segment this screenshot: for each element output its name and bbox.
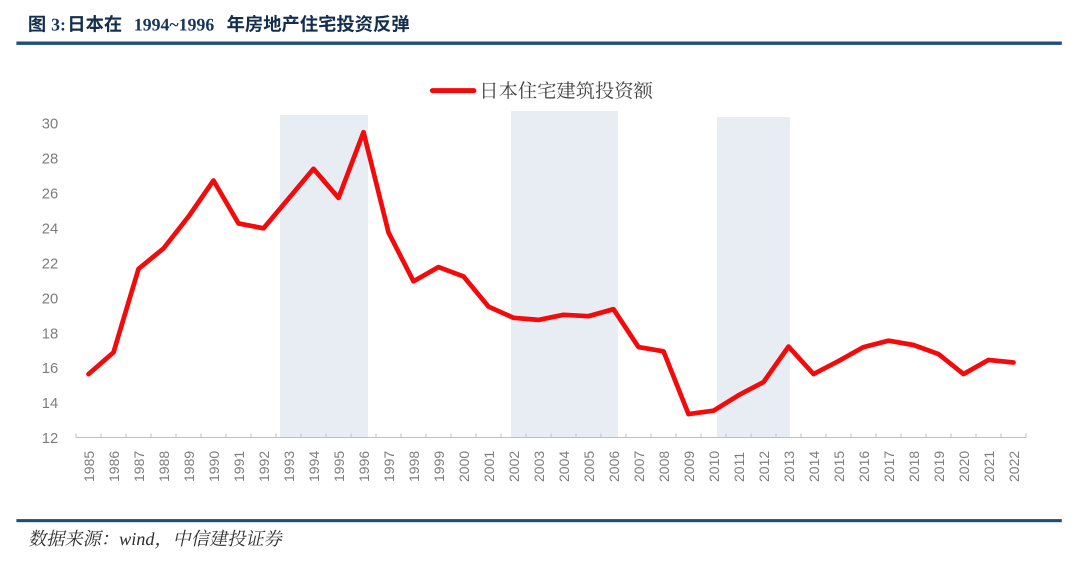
- svg-text:28: 28: [42, 152, 58, 168]
- svg-text:1992: 1992: [256, 451, 272, 482]
- svg-text:2002: 2002: [506, 451, 522, 482]
- svg-text:14: 14: [42, 396, 58, 412]
- svg-text:1987: 1987: [131, 451, 147, 482]
- svg-text:12: 12: [42, 431, 58, 447]
- svg-text:2013: 2013: [781, 451, 797, 482]
- svg-text:1996: 1996: [356, 451, 372, 482]
- svg-text:1988: 1988: [156, 451, 172, 482]
- svg-text:26: 26: [42, 187, 58, 203]
- svg-text:2005: 2005: [581, 451, 597, 482]
- svg-text:20: 20: [42, 291, 58, 307]
- svg-text:2008: 2008: [656, 451, 672, 482]
- svg-text:2018: 2018: [906, 451, 922, 482]
- svg-text:1989: 1989: [181, 451, 197, 482]
- svg-text:1985: 1985: [81, 451, 97, 482]
- svg-text:2014: 2014: [806, 451, 822, 482]
- svg-text:1990: 1990: [206, 451, 222, 482]
- svg-text:2016: 2016: [856, 451, 872, 482]
- svg-text:2004: 2004: [556, 451, 572, 482]
- svg-text:2001: 2001: [481, 451, 497, 482]
- svg-text:1994: 1994: [306, 451, 322, 482]
- svg-text:1999: 1999: [431, 451, 447, 482]
- svg-text:2021: 2021: [981, 451, 997, 482]
- svg-text:2011: 2011: [731, 452, 747, 482]
- svg-text:2019: 2019: [931, 451, 947, 482]
- svg-text:1986: 1986: [106, 451, 122, 482]
- svg-text:30: 30: [42, 117, 58, 133]
- svg-text:16: 16: [42, 361, 58, 377]
- svg-text:2007: 2007: [631, 451, 647, 482]
- svg-text:2020: 2020: [956, 451, 972, 482]
- svg-text:2000: 2000: [456, 451, 472, 482]
- svg-text:24: 24: [42, 221, 58, 237]
- svg-text:2009: 2009: [681, 451, 697, 482]
- svg-text:22: 22: [42, 256, 58, 272]
- svg-text:1995: 1995: [331, 451, 347, 482]
- svg-text:2017: 2017: [881, 451, 897, 482]
- svg-text:2006: 2006: [606, 451, 622, 482]
- svg-text:2015: 2015: [831, 451, 847, 482]
- svg-text:2022: 2022: [1006, 451, 1022, 482]
- svg-text:1997: 1997: [381, 451, 397, 482]
- svg-text:1991: 1991: [231, 451, 247, 482]
- svg-text:1998: 1998: [406, 451, 422, 482]
- svg-text:18: 18: [42, 326, 58, 342]
- svg-text:2010: 2010: [706, 451, 722, 482]
- svg-text:2003: 2003: [531, 451, 547, 482]
- svg-text:2012: 2012: [756, 451, 772, 482]
- svg-text:1993: 1993: [281, 451, 297, 482]
